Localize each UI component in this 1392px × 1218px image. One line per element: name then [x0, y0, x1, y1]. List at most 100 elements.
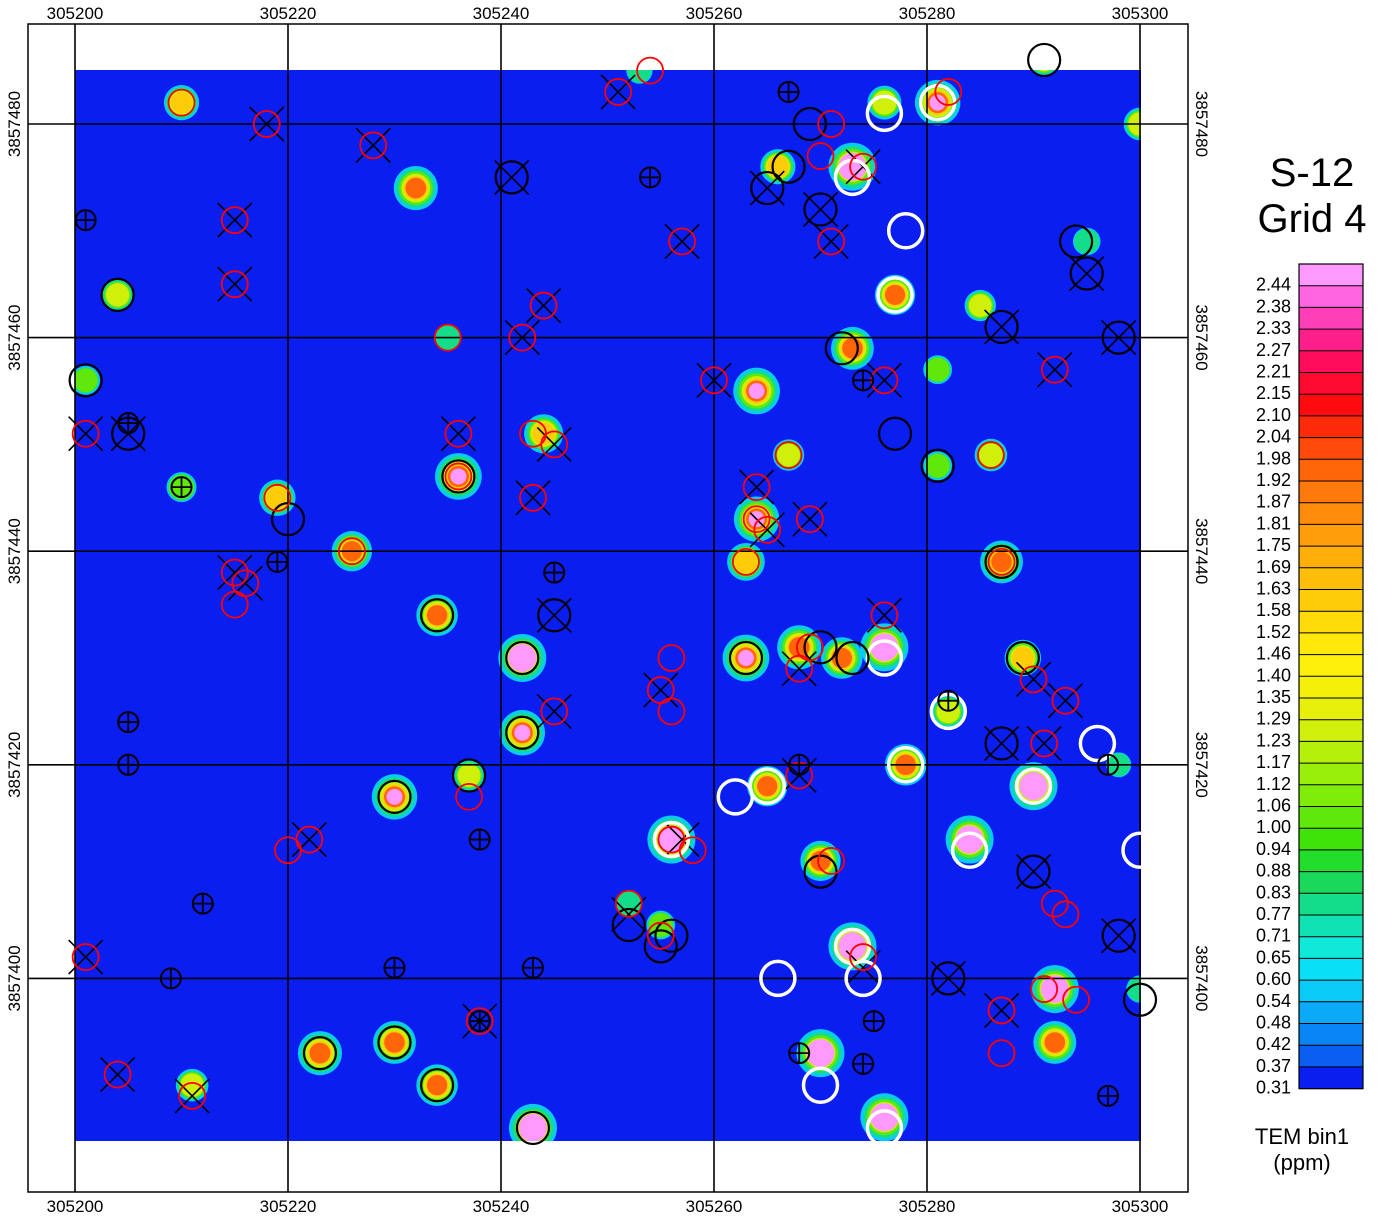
white-circle-marker	[950, 831, 989, 869]
black-circle-marker	[771, 149, 806, 184]
black-circle-marker	[377, 779, 412, 814]
anomaly-contour	[842, 337, 863, 359]
red-circle-marker	[295, 825, 324, 854]
legend-swatch	[1299, 632, 1363, 656]
anomaly-peak	[870, 1103, 899, 1132]
x-tick-label-top: 305260	[686, 4, 743, 23]
x-mark	[845, 149, 881, 185]
x-tick-label-top: 305240	[473, 4, 530, 23]
red-circle-marker	[529, 291, 558, 320]
red-circle-marker	[178, 1081, 207, 1110]
legend-swatch	[1299, 546, 1363, 569]
crosshair-marker	[468, 828, 491, 851]
map-title: S-12 Grid 4	[1232, 150, 1392, 242]
legend-label: 1.98	[1256, 448, 1291, 468]
anomaly-contour	[831, 647, 852, 669]
red-circle-marker	[977, 441, 1005, 469]
x-mark	[1015, 661, 1052, 697]
anomaly-peak	[514, 724, 531, 741]
anomaly-contour	[925, 357, 950, 382]
legend-label: 1.58	[1256, 600, 1291, 620]
crosshair-marker	[937, 689, 960, 712]
legend-label: 1.52	[1256, 622, 1291, 642]
anomaly	[800, 840, 841, 882]
anomaly-peak	[737, 650, 754, 666]
anomaly-contour	[1038, 70, 1050, 72]
legend-swatch	[1299, 763, 1363, 786]
legend-swatch	[1299, 676, 1363, 699]
black-circle-marker	[1101, 918, 1136, 953]
legend-swatch	[1299, 372, 1363, 395]
black-circle-marker	[494, 160, 529, 195]
legend-label: 1.46	[1256, 644, 1291, 664]
red-circle-marker	[849, 943, 877, 971]
white-circle-marker	[652, 820, 691, 859]
legend-label: 1.40	[1256, 665, 1291, 685]
red-circle-marker	[742, 505, 771, 534]
white-circle-marker	[865, 94, 904, 133]
anomaly-contour	[734, 550, 758, 574]
white-circle-marker	[1014, 767, 1053, 805]
legend-label: 2.04	[1256, 427, 1291, 447]
legend-label: 2.21	[1256, 362, 1291, 382]
legend-swatch	[1299, 524, 1363, 547]
x-mark	[526, 287, 562, 324]
anomaly	[101, 278, 134, 312]
black-circle-marker	[505, 640, 540, 676]
black-circle-marker	[877, 416, 913, 451]
black-circle-marker	[984, 309, 1019, 345]
x-mark	[217, 202, 253, 238]
anomaly-peak	[806, 1039, 835, 1068]
red-circle-marker	[817, 227, 846, 256]
red-circle-marker	[1040, 889, 1069, 918]
red-circle-marker	[657, 644, 686, 672]
legend-swatch	[1299, 741, 1363, 764]
x-mark	[983, 992, 1020, 1029]
crosshair-marker	[117, 711, 140, 734]
map-title-line2: Grid 4	[1257, 197, 1367, 241]
legend-swatch	[1299, 285, 1363, 308]
anomaly	[860, 1093, 909, 1141]
legend-swatch	[1299, 589, 1363, 612]
x-tick-label-bottom: 305300	[1112, 1197, 1169, 1216]
x-mark	[440, 416, 476, 452]
red-circle-marker	[604, 78, 633, 106]
legend-label: 1.00	[1256, 817, 1291, 837]
anomaly	[747, 766, 788, 807]
x-mark	[813, 223, 849, 260]
crosshair-marker	[862, 1010, 885, 1033]
black-circle-marker	[1122, 982, 1158, 1017]
legend-label: 2.33	[1256, 318, 1291, 338]
legend-label: 1.12	[1256, 774, 1291, 794]
anomaly	[923, 451, 953, 481]
red-circle-marker	[614, 889, 643, 918]
y-tick-label-right: 3857400	[1192, 945, 1211, 1011]
legend-swatch	[1299, 1045, 1363, 1068]
black-circle-marker	[505, 715, 540, 750]
anomaly	[860, 623, 909, 672]
crosshair-marker	[852, 369, 875, 392]
x-mark	[536, 426, 572, 462]
anomaly	[923, 355, 953, 385]
x-mark	[1047, 683, 1084, 719]
red-circle-marker	[1051, 900, 1080, 929]
legend-swatch	[1299, 936, 1363, 959]
anomaly-peak	[929, 94, 946, 111]
x-tick-label-top: 305200	[47, 4, 104, 23]
legend-swatch	[1299, 893, 1363, 916]
legend-swatch	[1299, 719, 1363, 742]
crosshair-marker	[383, 956, 406, 979]
crosshair-marker	[159, 967, 182, 990]
red-circle-marker	[444, 419, 473, 448]
tick-layer: 305200 305200 305220 305220 305240 305240 3052…	[5, 4, 1211, 1216]
y-tick-label-left: 3857480	[5, 91, 24, 157]
black-circle-marker	[984, 726, 1019, 761]
y-tick-label-left: 3857440	[5, 518, 24, 584]
legend-label: 0.65	[1256, 947, 1291, 967]
map-title-line1: S-12	[1269, 151, 1355, 195]
red-circle-marker	[742, 473, 771, 502]
legend-swatch	[1299, 698, 1363, 721]
anomaly	[453, 759, 485, 792]
legend-label: 1.69	[1256, 557, 1291, 577]
